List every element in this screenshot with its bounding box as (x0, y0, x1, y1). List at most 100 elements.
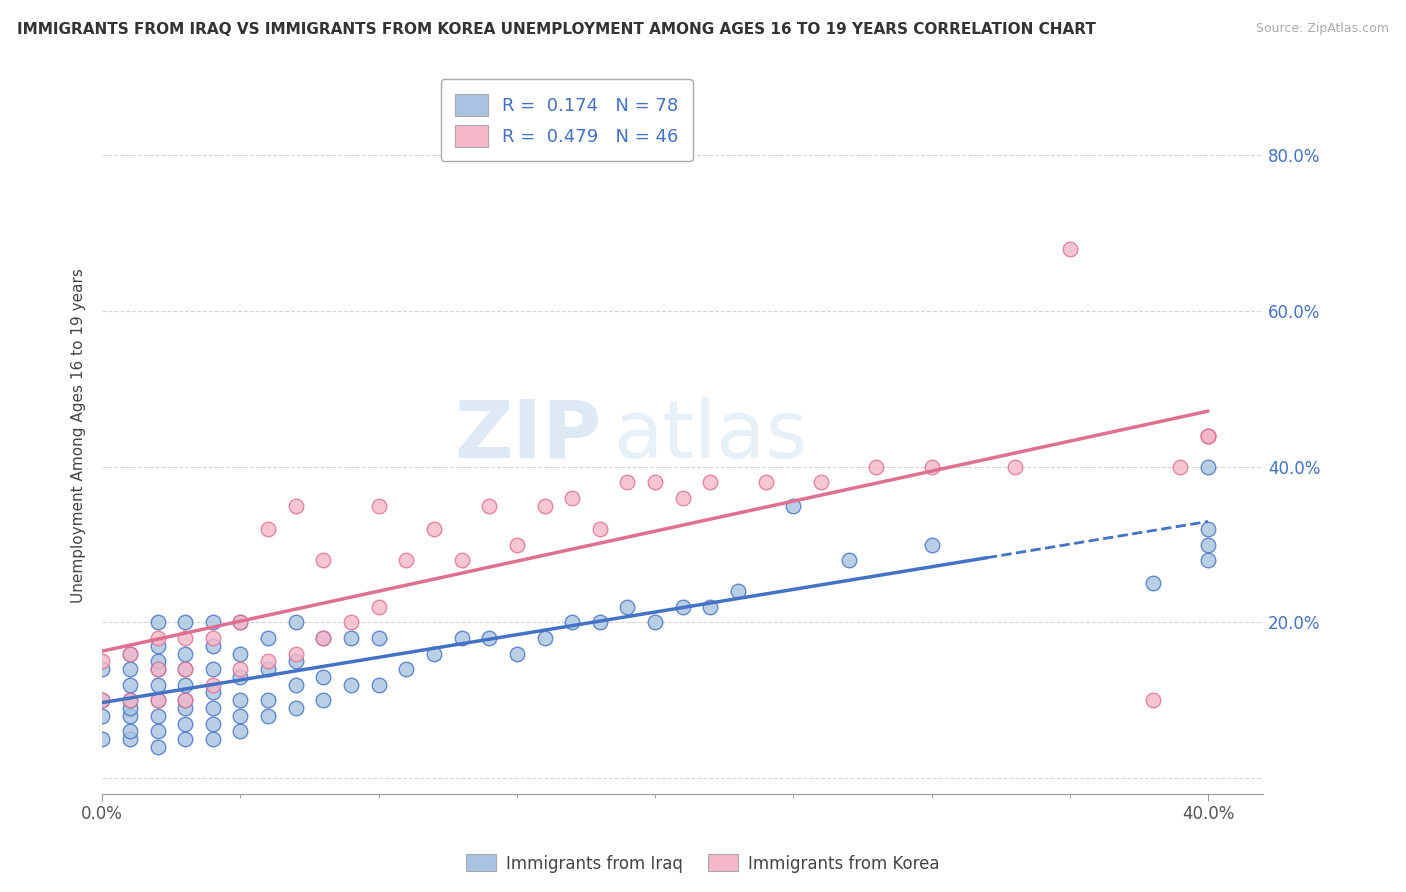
Point (506, 537, 529, 551)
Point (91, 662, 114, 676)
Point (146, 654, 169, 668)
Point (367, 499, 389, 513)
Point (118, 708, 141, 723)
Point (340, 631, 363, 645)
Point (146, 693, 169, 707)
Point (174, 662, 197, 676)
Point (1197, 522, 1219, 536)
Point (146, 724, 169, 739)
Point (118, 724, 141, 739)
Point (118, 732, 141, 747)
Point (201, 678, 224, 692)
Point (174, 647, 197, 661)
Point (395, 553, 418, 567)
Point (367, 631, 389, 645)
Point (561, 491, 583, 505)
Legend: Immigrants from Iraq, Immigrants from Korea: Immigrants from Iraq, Immigrants from Ko… (460, 847, 946, 880)
Point (367, 678, 389, 692)
Point (672, 491, 695, 505)
Point (201, 701, 224, 715)
Point (340, 615, 363, 630)
Point (312, 631, 335, 645)
Point (257, 522, 280, 536)
Point (174, 631, 197, 645)
Point (229, 647, 252, 661)
Point (118, 647, 141, 661)
Point (616, 599, 638, 614)
Y-axis label: Unemployment Among Ages 16 to 19 years: Unemployment Among Ages 16 to 19 years (72, 268, 86, 603)
Point (118, 647, 141, 661)
Point (284, 701, 307, 715)
Point (284, 647, 307, 661)
Point (201, 716, 224, 731)
Point (533, 631, 555, 645)
Point (312, 631, 335, 645)
Point (921, 537, 943, 551)
Point (312, 693, 335, 707)
Point (118, 693, 141, 707)
Point (146, 639, 169, 653)
Point (174, 693, 197, 707)
Point (506, 647, 529, 661)
Point (174, 678, 197, 692)
Point (174, 662, 197, 676)
Point (174, 701, 197, 715)
Point (865, 459, 887, 474)
Point (1142, 693, 1164, 707)
Point (257, 662, 280, 676)
Point (533, 499, 555, 513)
Point (91, 708, 114, 723)
Point (340, 678, 363, 692)
Point (644, 475, 666, 490)
Point (1197, 428, 1219, 442)
Point (395, 662, 418, 676)
Point (229, 615, 252, 630)
Point (146, 662, 169, 676)
Point (1197, 428, 1219, 442)
Point (257, 631, 280, 645)
Point (284, 499, 307, 513)
Point (1197, 459, 1219, 474)
Point (229, 615, 252, 630)
Point (201, 662, 224, 676)
Legend: R =  0.174   N = 78, R =  0.479   N = 46: R = 0.174 N = 78, R = 0.479 N = 46 (440, 79, 693, 161)
Point (91, 693, 114, 707)
Point (174, 693, 197, 707)
Point (312, 670, 335, 684)
Point (810, 475, 832, 490)
Point (118, 678, 141, 692)
Point (755, 475, 778, 490)
Point (1004, 459, 1026, 474)
Point (257, 654, 280, 668)
Point (201, 685, 224, 699)
Point (1197, 428, 1219, 442)
Point (91, 693, 114, 707)
Point (174, 732, 197, 747)
Point (229, 708, 252, 723)
Point (146, 708, 169, 723)
Point (257, 708, 280, 723)
Point (201, 639, 224, 653)
Point (146, 693, 169, 707)
Text: Source: ZipAtlas.com: Source: ZipAtlas.com (1256, 22, 1389, 36)
Point (1142, 576, 1164, 591)
Point (257, 693, 280, 707)
Point (367, 599, 389, 614)
Point (423, 522, 446, 536)
Point (921, 459, 943, 474)
Point (1197, 553, 1219, 567)
Point (201, 732, 224, 747)
Point (838, 553, 860, 567)
Point (782, 499, 804, 513)
Point (91, 732, 114, 747)
Point (672, 599, 695, 614)
Point (174, 716, 197, 731)
Text: IMMIGRANTS FROM IRAQ VS IMMIGRANTS FROM KOREA UNEMPLOYMENT AMONG AGES 16 TO 19 Y: IMMIGRANTS FROM IRAQ VS IMMIGRANTS FROM … (17, 22, 1095, 37)
Point (284, 615, 307, 630)
Point (229, 670, 252, 684)
Point (146, 631, 169, 645)
Text: ZIP: ZIP (454, 397, 602, 475)
Point (478, 499, 501, 513)
Point (644, 615, 666, 630)
Point (1197, 537, 1219, 551)
